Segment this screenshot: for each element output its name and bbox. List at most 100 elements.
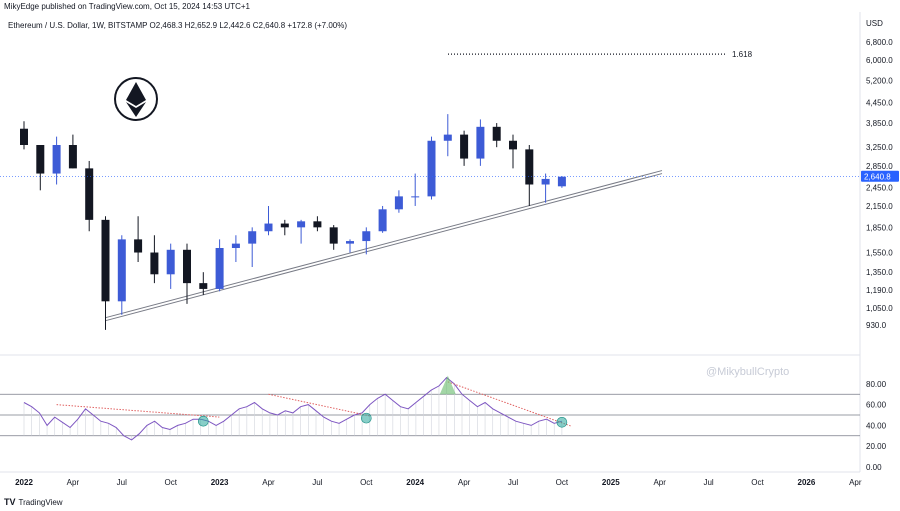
price-tick-label: 1,190.0 (866, 286, 893, 295)
tradingview-mark-icon: TV (4, 497, 16, 507)
rsi-tick-label: 0.00 (866, 463, 882, 472)
time-tick-label: Apr (458, 478, 471, 487)
candle-body (280, 223, 289, 228)
time-tick-label: Jul (703, 478, 713, 487)
time-axis: 2022 Apr Jul Oct 2023 Apr Jul Oct 2024 Apr Jul Oct 2… (15, 478, 862, 487)
candle-body (101, 219, 110, 302)
time-tick-label: Jul (508, 478, 518, 487)
rsi-dotted-trendline (268, 393, 371, 417)
current-price-label: 2,640.8 (864, 173, 891, 182)
rsi-dotted-trendline (56, 404, 220, 418)
watermark: @MikybullCrypto (706, 366, 790, 378)
currency-label: USD (866, 19, 883, 28)
time-tick-label: Oct (556, 478, 569, 487)
candle-body (183, 249, 191, 284)
candle-body (378, 209, 387, 232)
candle-body (460, 134, 469, 159)
candle-body (264, 223, 273, 232)
candle-body (492, 126, 501, 141)
rsi-highlight-circle (360, 412, 372, 424)
candles (20, 114, 566, 330)
time-tick-label: 2024 (406, 478, 424, 487)
rsi-tick-label: 60.00 (866, 401, 887, 410)
symbol-legend: Ethereum / U.S. Dollar, 1W, BITSTAMP O2,… (8, 21, 348, 30)
time-tick-label: 2022 (15, 478, 33, 487)
current-price-marker: 2,640.8 (0, 170, 899, 182)
rsi-dotted-trendline (447, 381, 573, 427)
rsi-levels (0, 393, 860, 437)
support-trendline-upper (105, 170, 663, 319)
rsi-axis: 0.00 20.00 40.00 60.00 80.00 (866, 380, 887, 472)
candle-body (427, 140, 436, 197)
rsi-line (23, 376, 563, 441)
candle-body (525, 149, 534, 185)
candle-body (117, 239, 126, 302)
rsi-overbought-marker (439, 375, 456, 395)
rsi-highlight-circle (198, 415, 209, 427)
rsi-pane (0, 375, 860, 441)
price-tick-label: 2,150.0 (866, 202, 893, 211)
price-tick-label: 5,200.0 (866, 76, 893, 85)
price-tick-label: 4,450.0 (866, 98, 893, 107)
price-tick-label: 930.0 (866, 321, 887, 330)
candle-body (134, 239, 143, 253)
candle-body (509, 140, 517, 150)
tradingview-label: TradingView (18, 497, 63, 507)
candle-body (231, 243, 240, 249)
time-tick-label: Oct (360, 478, 373, 487)
candle-body (394, 196, 403, 210)
candle-body (52, 145, 61, 174)
rsi-tick-label: 40.00 (866, 421, 887, 430)
price-tick-label: 6,800.0 (866, 38, 893, 47)
rsi-tick-label: 20.00 (866, 442, 887, 451)
time-tick-label: Oct (751, 478, 764, 487)
support-trendline (105, 173, 663, 322)
candle-body (313, 221, 322, 228)
fib-extension: 1.618 (448, 50, 753, 59)
price-tick-label: 1,550.0 (866, 249, 893, 258)
candle-body (85, 168, 94, 220)
candle-body (68, 145, 77, 169)
rsi-trendlines (56, 381, 573, 427)
candle-body (443, 134, 452, 141)
time-tick-label: Apr (653, 478, 666, 487)
candle-body (476, 126, 485, 159)
price-tick-label: 3,850.0 (866, 119, 893, 128)
candle-body (411, 196, 420, 198)
rsi-histogram (23, 377, 563, 440)
price-tick-label: 3,250.0 (866, 143, 893, 152)
publisher-line: MikyEdge published on TradingView.com, O… (4, 2, 250, 11)
ethereum-logo-icon (114, 77, 158, 121)
price-tick-label: 1,850.0 (866, 223, 893, 232)
candle-body (362, 231, 371, 242)
candle-body (215, 248, 224, 289)
time-tick-label: Apr (262, 478, 275, 487)
time-tick-label: 2026 (798, 478, 816, 487)
candle-body (20, 128, 28, 146)
candle-body (36, 145, 45, 174)
candle-body (166, 249, 175, 275)
trendlines (105, 170, 663, 322)
price-axis: 930.0 1,050.0 1,190.0 1,350.0 1,550.0 1,850.0… (866, 38, 893, 330)
time-tick-label: Jul (312, 478, 322, 487)
time-tick-label: 2025 (602, 478, 620, 487)
candle-body (557, 176, 566, 187)
price-tick-label: 1,350.0 (866, 268, 893, 277)
candle-body (541, 178, 550, 185)
tradingview-logo[interactable]: TV TradingView (4, 497, 63, 507)
fib-level-label: 1.618 (732, 50, 753, 59)
time-tick-label: Apr (67, 478, 80, 487)
rsi-highlight-circle (556, 416, 568, 428)
time-tick-label: Oct (164, 478, 177, 487)
price-tick-label: 6,000.0 (866, 56, 893, 65)
price-tick-label: 2,450.0 (866, 183, 893, 192)
price-tick-label: 1,050.0 (866, 304, 893, 313)
candle-body (199, 283, 208, 289)
time-tick-label: 2023 (211, 478, 229, 487)
price-tick-label: 2,850.0 (866, 162, 893, 171)
candle-body (329, 227, 338, 244)
rsi-tick-label: 80.00 (866, 380, 887, 389)
candle-body (297, 221, 306, 228)
time-tick-label: Apr (849, 478, 862, 487)
